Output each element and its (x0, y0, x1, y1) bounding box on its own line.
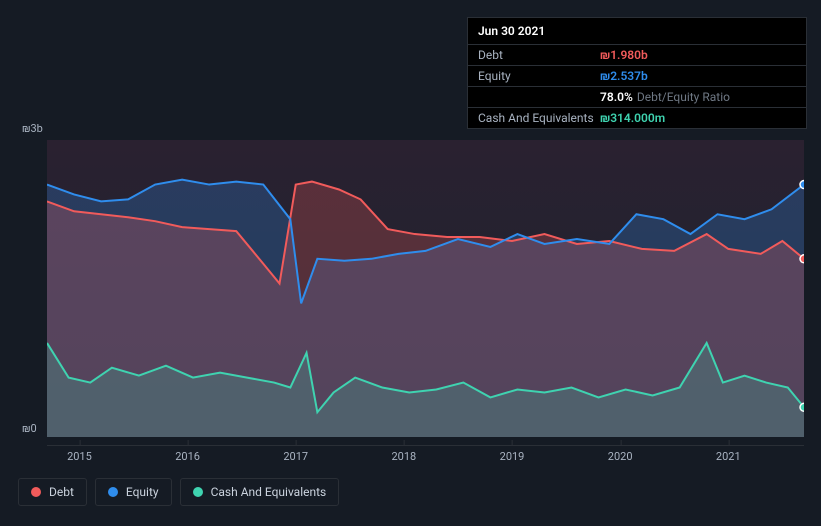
legend-dot-icon (108, 487, 118, 497)
x-axis-tick: 2016 (175, 446, 200, 463)
legend-item-debt[interactable]: Debt (18, 478, 87, 506)
tooltip-row-ratio: 78.0%Debt/Equity Ratio (468, 87, 806, 108)
y-axis-label-max: ₪3b (22, 122, 43, 135)
tooltip-value: ₪2.537b (600, 69, 648, 83)
legend-item-cash[interactable]: Cash And Equivalents (180, 478, 340, 506)
x-axis-tick: 2019 (500, 446, 525, 463)
tooltip-label: Debt (478, 48, 600, 62)
legend-dot-icon (193, 487, 203, 497)
tooltip-value: ₪314.000m (600, 111, 665, 125)
legend-label: Equity (126, 485, 159, 499)
legend-item-equity[interactable]: Equity (95, 478, 172, 506)
legend-label: Cash And Equivalents (211, 485, 327, 499)
x-axis-tick: 2021 (716, 446, 741, 463)
x-axis-tick: 2017 (283, 446, 308, 463)
tooltip-row-equity: Equity ₪2.537b (468, 66, 806, 87)
tooltip-label: Equity (478, 69, 600, 83)
legend-dot-icon (31, 487, 41, 497)
x-axis-tick: 2018 (391, 446, 416, 463)
tooltip-value: 78.0%Debt/Equity Ratio (600, 90, 730, 104)
x-axis-tick: 2020 (608, 446, 633, 463)
y-axis-label-min: ₪0 (22, 422, 37, 435)
tooltip-value: ₪1.980b (600, 48, 648, 62)
x-axis: 2015 2016 2017 2018 2019 2020 2021 (47, 445, 804, 465)
tooltip-date: Jun 30 2021 (468, 18, 806, 45)
tooltip-row-cash: Cash And Equivalents ₪314.000m (468, 108, 806, 128)
tooltip-label (478, 90, 600, 104)
legend-label: Debt (49, 485, 74, 499)
chart-plot-area[interactable] (47, 140, 804, 437)
tooltip-label: Cash And Equivalents (478, 111, 600, 125)
tooltip-row-debt: Debt ₪1.980b (468, 45, 806, 66)
chart-tooltip: Jun 30 2021 Debt ₪1.980b Equity ₪2.537b … (467, 17, 807, 129)
chart-legend: Debt Equity Cash And Equivalents (18, 478, 339, 506)
x-axis-tick: 2015 (67, 446, 92, 463)
chart-svg (47, 140, 804, 437)
